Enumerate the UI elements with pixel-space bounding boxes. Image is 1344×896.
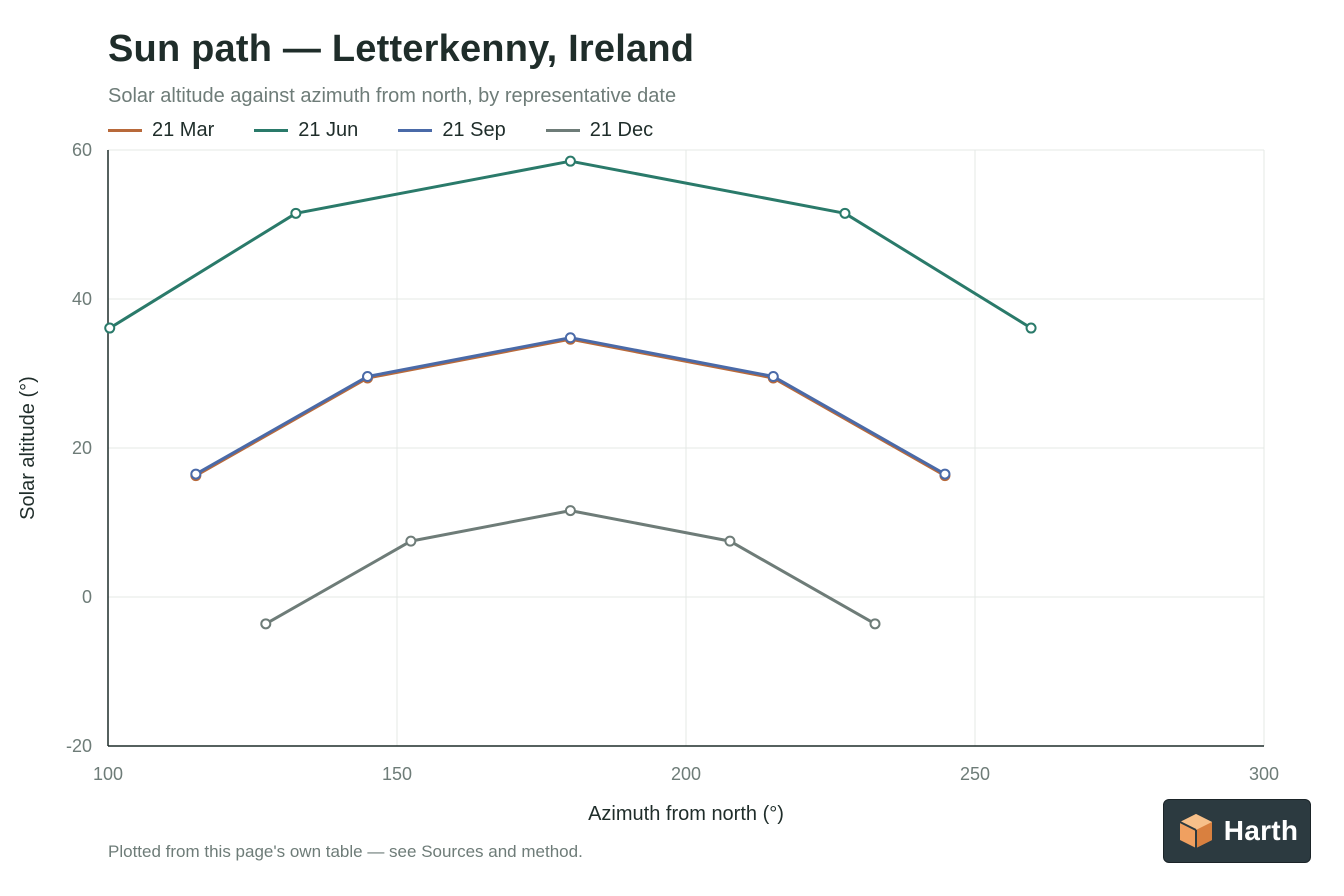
data-point-sep[interactable] [939,468,951,480]
legend-label-mar: 21 Mar [152,119,215,141]
legend: 21 Mar 21 Jun 21 Sep 21 Dec [108,119,653,142]
x-tick-label: 100 [93,764,123,784]
grid [108,149,1265,746]
legend-item-mar[interactable]: 21 Mar [108,119,214,142]
legend-label-sep: 21 Sep [442,119,506,141]
data-point-dec[interactable] [869,618,881,630]
brand-badge[interactable]: Harth [1163,799,1311,863]
series-line-mar[interactable] [195,337,946,477]
legend-label-dec: 21 Dec [589,119,654,141]
series-line-dec[interactable] [265,509,876,626]
legend-swatch-mar [108,129,142,132]
data-point-dec[interactable] [724,535,736,547]
legend-item-sep[interactable]: 21 Sep [398,119,506,142]
y-tick-label: 0 [82,587,92,607]
cube-logo-icon [1179,814,1212,848]
legend-swatch-jun [254,129,289,132]
data-point-sep[interactable] [767,370,779,382]
data-point-dec[interactable] [260,618,272,630]
data-point-jun[interactable] [564,155,576,167]
series-jun [104,155,1037,334]
y-axis-title: Solar altitude (°) [17,376,39,520]
x-tick-label: 300 [1249,764,1279,784]
axes: 100 150 200 250 300 -20 0 20 40 60 [66,140,1279,784]
legend-item-jun[interactable]: 21 Jun [254,119,358,142]
chart-title: Sun path — Letterkenny, Ireland [108,28,695,70]
series-line-sep[interactable] [195,336,946,476]
legend-swatch-sep [398,129,433,132]
y-tick-label: 60 [72,140,92,160]
series-dec [260,505,881,630]
brand-name: Harth [1223,815,1299,846]
data-point-jun[interactable] [839,207,851,219]
series [104,155,1037,630]
chart-subtitle: Solar altitude against azimuth from nort… [108,85,677,107]
series-mar [190,333,951,482]
footnote: Plotted from this page's own table — see… [108,842,583,861]
data-point-dec[interactable] [405,535,417,547]
data-point-sep[interactable] [190,468,202,480]
x-tick-label: 250 [960,764,990,784]
series-line-jun[interactable] [108,159,1032,330]
data-point-jun[interactable] [104,322,116,334]
y-tick-label: 20 [72,438,92,458]
series-sep [190,332,951,480]
x-tick-label: 150 [382,764,412,784]
x-axis-title: Azimuth from north (°) [588,803,784,825]
data-point-sep[interactable] [362,370,374,382]
legend-item-dec[interactable]: 21 Dec [545,119,654,142]
legend-swatch-dec [545,129,580,132]
legend-label-jun: 21 Jun [298,119,359,141]
x-tick-label: 200 [671,764,701,784]
data-point-sep[interactable] [564,332,576,344]
y-tick-label: 40 [72,289,92,309]
y-tick-label: -20 [66,736,92,756]
data-point-dec[interactable] [564,505,576,517]
data-point-jun[interactable] [290,207,302,219]
data-point-jun[interactable] [1025,322,1037,334]
